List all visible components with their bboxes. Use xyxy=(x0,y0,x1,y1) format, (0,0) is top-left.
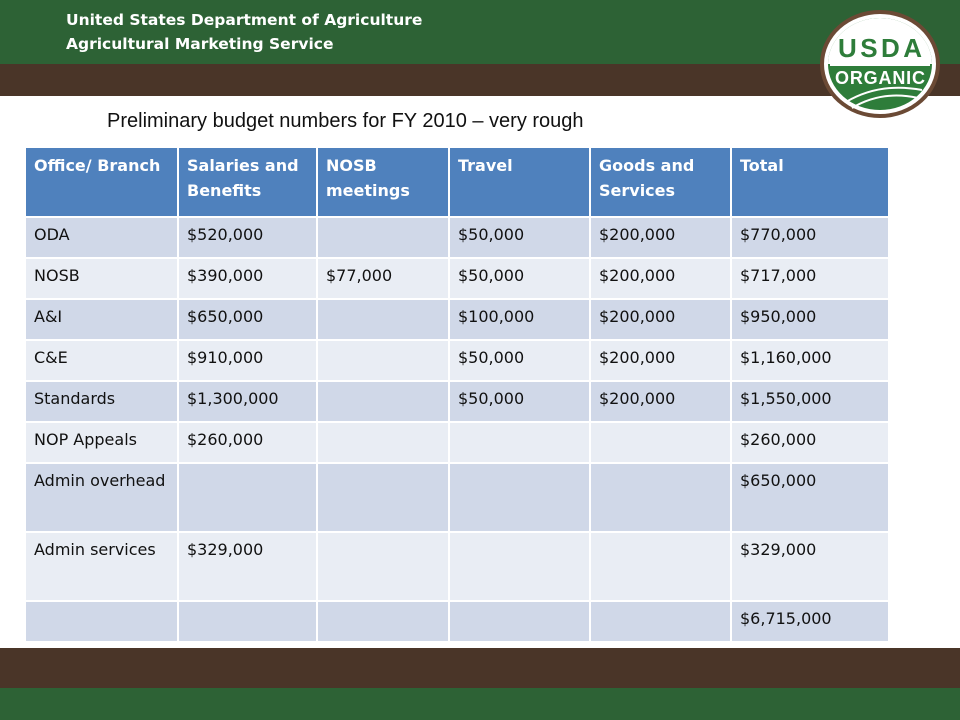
table-cell: $260,000 xyxy=(730,421,890,464)
table-row: NOSB $390,000 $77,000 $50,000 $200,000 $… xyxy=(24,257,890,300)
column-header-nosb-meetings: NOSB meetings xyxy=(316,146,450,218)
table-cell: NOSB xyxy=(24,257,179,300)
table-row-grand-total: $6,715,000 xyxy=(24,600,890,643)
table-row: ODA $520,000 $50,000 $200,000 $770,000 xyxy=(24,216,890,259)
table-cell xyxy=(589,462,732,533)
table-cell: $650,000 xyxy=(177,298,318,341)
table-cell: $50,000 xyxy=(448,216,591,259)
column-header-travel: Travel xyxy=(448,146,591,218)
table-cell: $50,000 xyxy=(448,339,591,382)
table-cell: $200,000 xyxy=(589,380,732,423)
table-cell: $1,550,000 xyxy=(730,380,890,423)
table-cell: $50,000 xyxy=(448,380,591,423)
table-cell: $910,000 xyxy=(177,339,318,382)
table-cell xyxy=(589,600,732,643)
table-row: C&E $910,000 $50,000 $200,000 $1,160,000 xyxy=(24,339,890,382)
table-row: Admin overhead $650,000 xyxy=(24,462,890,533)
table-cell xyxy=(589,421,732,464)
table-cell: $77,000 xyxy=(316,257,450,300)
table-cell: ODA xyxy=(24,216,179,259)
agency-line-1: United States Department of Agriculture xyxy=(66,11,423,29)
budget-table: Office/ Branch Salaries and Benefits NOS… xyxy=(24,146,890,643)
table-cell: $50,000 xyxy=(448,257,591,300)
column-header-salaries: Salaries and Benefits xyxy=(177,146,318,218)
footer-stripe xyxy=(0,648,960,688)
table-cell: $717,000 xyxy=(730,257,890,300)
table-cell: $390,000 xyxy=(177,257,318,300)
table-cell: A&I xyxy=(24,298,179,341)
table-cell xyxy=(316,600,450,643)
table-row: Admin services $329,000 $329,000 xyxy=(24,531,890,602)
logo-bottom-text: ORGANIC xyxy=(835,68,925,88)
table-cell: $950,000 xyxy=(730,298,890,341)
column-header-total: Total xyxy=(730,146,890,218)
usda-organic-seal-icon: USDA ORGANIC xyxy=(820,10,940,118)
table-cell: $200,000 xyxy=(589,257,732,300)
logo-top-text: USDA xyxy=(838,33,922,63)
table-row: A&I $650,000 $100,000 $200,000 $950,000 xyxy=(24,298,890,341)
table-cell: $1,300,000 xyxy=(177,380,318,423)
agency-name: United States Department of Agriculture … xyxy=(66,8,422,56)
table-header-row: Office/ Branch Salaries and Benefits NOS… xyxy=(24,146,890,218)
table-cell: NOP Appeals xyxy=(24,421,179,464)
table-cell: $260,000 xyxy=(177,421,318,464)
column-header-office: Office/ Branch xyxy=(24,146,179,218)
table-cell xyxy=(24,600,179,643)
table-cell xyxy=(448,462,591,533)
table-cell: $329,000 xyxy=(730,531,890,602)
table-cell xyxy=(316,462,450,533)
agency-line-2: Agricultural Marketing Service xyxy=(66,35,334,53)
table-cell xyxy=(448,600,591,643)
table-cell: $100,000 xyxy=(448,298,591,341)
table-row: NOP Appeals $260,000 $260,000 xyxy=(24,421,890,464)
table-cell: Admin services xyxy=(24,531,179,602)
table-cell: $1,160,000 xyxy=(730,339,890,382)
table-cell: $200,000 xyxy=(589,339,732,382)
table-cell xyxy=(448,421,591,464)
table-cell xyxy=(316,380,450,423)
table-cell: $520,000 xyxy=(177,216,318,259)
table-cell: $329,000 xyxy=(177,531,318,602)
table-cell xyxy=(448,531,591,602)
column-header-goods-services: Goods and Services xyxy=(589,146,732,218)
slide-title: Preliminary budget numbers for FY 2010 –… xyxy=(107,110,584,132)
table-cell: C&E xyxy=(24,339,179,382)
table-cell xyxy=(177,600,318,643)
footer-band xyxy=(0,688,960,720)
table-cell: $200,000 xyxy=(589,298,732,341)
table-cell xyxy=(177,462,318,533)
table-cell: Admin overhead xyxy=(24,462,179,533)
table-cell: Standards xyxy=(24,380,179,423)
header-band xyxy=(0,0,960,64)
table-cell xyxy=(316,421,450,464)
table-cell: $770,000 xyxy=(730,216,890,259)
table-cell: $200,000 xyxy=(589,216,732,259)
header-stripe xyxy=(0,64,960,96)
table-cell xyxy=(589,531,732,602)
table-cell: $650,000 xyxy=(730,462,890,533)
table-cell xyxy=(316,298,450,341)
table-cell: $6,715,000 xyxy=(730,600,890,643)
table-cell xyxy=(316,216,450,259)
table-row: Standards $1,300,000 $50,000 $200,000 $1… xyxy=(24,380,890,423)
table-cell xyxy=(316,339,450,382)
table-cell xyxy=(316,531,450,602)
